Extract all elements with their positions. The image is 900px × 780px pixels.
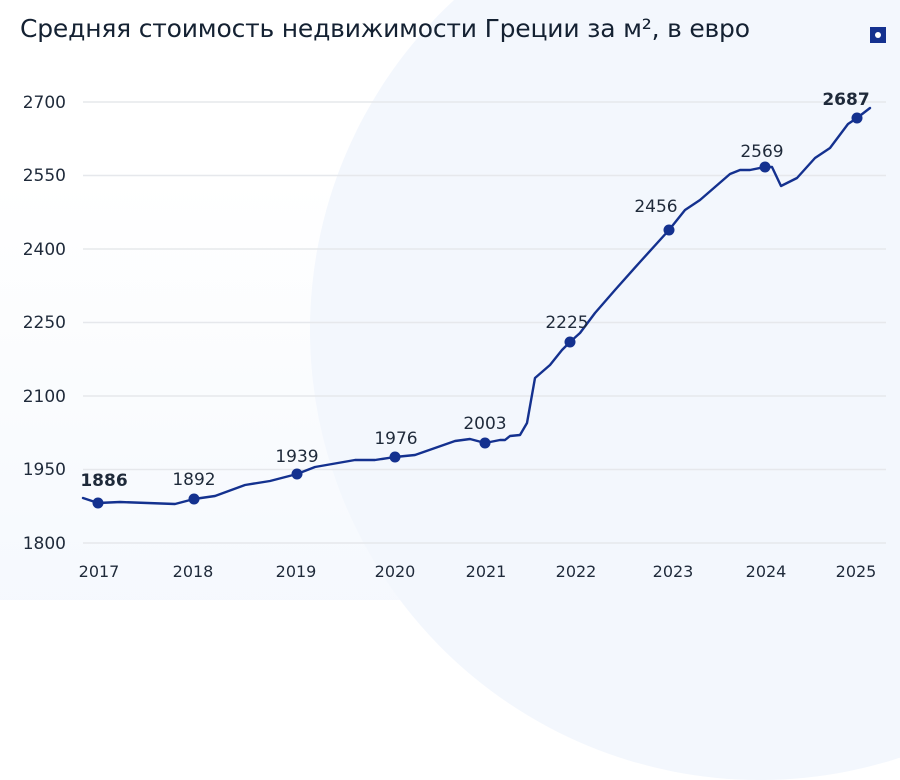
y-tick-label: 1950 <box>23 460 66 480</box>
x-axis: 2017 2018 2019 2020 2021 2022 2023 2024 … <box>79 562 877 581</box>
y-tick-label: 2700 <box>23 93 66 113</box>
data-point-2019[interactable] <box>291 468 303 480</box>
data-point-2018[interactable] <box>188 493 200 505</box>
data-label: 2569 <box>740 142 783 162</box>
x-tick-label: 2022 <box>556 562 597 581</box>
x-tick-label: 2020 <box>375 562 416 581</box>
x-tick-label: 2023 <box>653 562 694 581</box>
gridlines <box>83 101 886 544</box>
brand-square-dot-icon <box>870 27 886 43</box>
x-tick-label: 2017 <box>79 562 120 581</box>
data-label: 2687 <box>822 90 869 110</box>
data-label: 1892 <box>172 470 215 490</box>
y-tick-label: 2400 <box>23 240 66 260</box>
data-markers <box>92 112 863 509</box>
data-label: 2003 <box>463 414 506 434</box>
y-tick-label: 2100 <box>23 387 66 407</box>
data-labels: 1886 1892 1939 1976 2003 2225 2456 2569 … <box>80 90 869 491</box>
x-tick-label: 2021 <box>466 562 507 581</box>
data-point-2022[interactable] <box>564 336 576 348</box>
data-point-2025[interactable] <box>851 112 863 124</box>
data-label: 2456 <box>634 197 677 217</box>
x-tick-label: 2018 <box>173 562 214 581</box>
x-tick-label: 2025 <box>836 562 877 581</box>
y-tick-label: 1800 <box>23 534 66 554</box>
data-label: 1939 <box>275 447 318 467</box>
x-tick-label: 2024 <box>746 562 787 581</box>
series-line <box>81 106 872 506</box>
data-point-2017[interactable] <box>92 497 104 509</box>
chart-title: Средняя стоимость недвижимости Греции за… <box>20 14 750 43</box>
line-chart: 2700 2550 2400 2250 2100 1950 1800 2017 … <box>23 90 886 581</box>
background-gradient <box>0 0 900 600</box>
data-label: 2225 <box>545 313 588 333</box>
data-point-2020[interactable] <box>389 451 401 463</box>
data-label: 1976 <box>374 429 417 449</box>
x-tick-label: 2019 <box>276 562 317 581</box>
data-point-2023[interactable] <box>663 224 675 236</box>
y-tick-label: 2550 <box>23 166 66 186</box>
y-axis: 2700 2550 2400 2250 2100 1950 1800 <box>23 93 66 554</box>
y-tick-label: 2250 <box>23 313 66 333</box>
data-label: 1886 <box>80 471 127 491</box>
data-point-2024[interactable] <box>759 161 771 173</box>
data-point-2021[interactable] <box>479 437 491 449</box>
